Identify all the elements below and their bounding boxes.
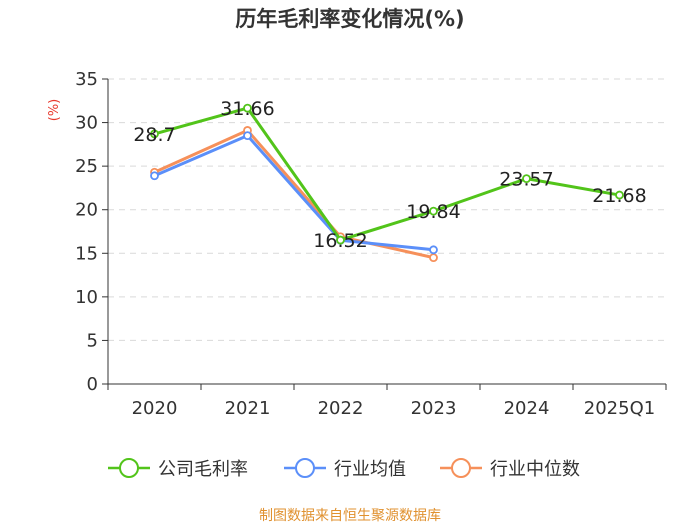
data-label: 21.68 [592,185,646,207]
y-tick-label: 30 [75,113,98,134]
legend[interactable]: 公司毛利率 行业均值 行业中位数 [108,458,580,480]
series-line [153,134,434,252]
x-tick-label: 2025Q1 [584,398,655,419]
data-point [243,103,252,113]
x-tick-label: 2022 [318,398,364,419]
legend-marker [119,458,139,478]
legend-item[interactable]: 公司毛利率 [108,458,248,480]
legend-item[interactable]: 行业中位数 [440,458,580,480]
data-label: 31.66 [220,98,274,120]
data-label: 19.84 [406,201,460,223]
y-tick-label: 20 [75,200,98,221]
data-labels: 28.7 31.66 16.52 19.84 23.57 21.68 [133,98,646,252]
data-point [150,171,159,181]
data-label: 16.52 [313,230,367,252]
series-line [153,128,434,260]
legend-label: 公司毛利率 [158,459,248,480]
x-tick-label: 2023 [411,398,457,419]
legend-item[interactable]: 行业均值 [284,458,406,480]
x-tick-label: 2024 [504,398,550,419]
y-tick-label: 35 [75,69,98,90]
data-point [615,190,624,200]
data-point [429,253,438,263]
source-note: 制图数据来自恒生聚源数据库 [259,508,441,524]
legend-label: 行业中位数 [490,459,580,480]
legend-marker [451,458,471,478]
y-tick-label: 5 [87,330,98,351]
data-point [336,235,345,245]
axes: 0 5 10 15 20 25 30 35 2020 2021 2022 2023 2024 2025Q1 [75,69,667,419]
legend-label: 行业均值 [334,459,406,480]
y-tick-label: 0 [87,374,98,395]
grid-lines [108,78,666,341]
x-tick-label: 2021 [225,398,271,419]
data-point [429,206,438,216]
y-axis-unit-label: (%) [47,99,62,122]
y-tick-label: 15 [75,243,98,264]
legend-marker [295,458,315,478]
series-lines [150,103,624,263]
y-tick-label: 25 [75,156,98,177]
data-point [243,131,252,141]
y-tick-label: 10 [75,287,98,308]
series-line [154,106,620,242]
x-tick-label: 2020 [132,398,178,419]
data-point [429,245,438,255]
data-point [522,174,531,184]
data-point [150,129,159,139]
chart-title: 历年毛利率变化情况(%) [235,7,464,31]
data-label: 23.57 [499,169,553,191]
data-label: 28.7 [133,124,175,146]
